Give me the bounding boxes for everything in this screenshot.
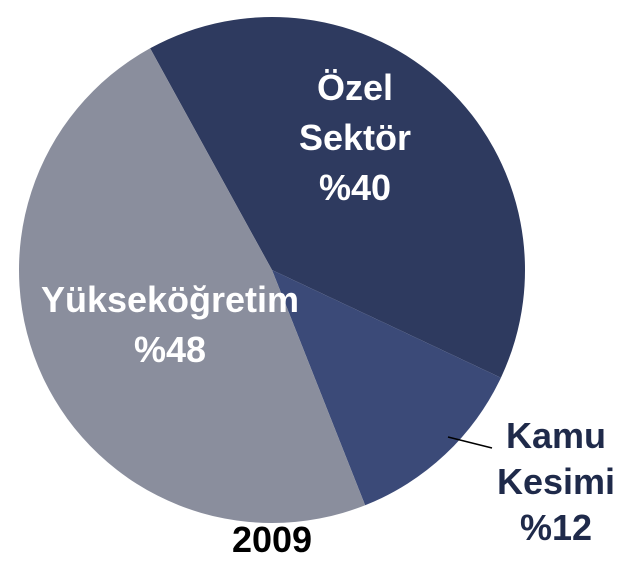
value-label: %48 xyxy=(133,329,207,370)
value-label: %40 xyxy=(318,167,392,208)
slice-label: Özel Sektör xyxy=(298,67,412,158)
chart-title: 2009 xyxy=(231,519,313,560)
leader-line xyxy=(447,436,493,449)
slice-label: Kamu Kesimi xyxy=(496,415,616,502)
pie-slice xyxy=(18,48,366,524)
slice-label: Yükseköğretim xyxy=(40,279,300,320)
pie-slice xyxy=(150,16,526,378)
pie-slice xyxy=(272,270,501,506)
value-label: %12 xyxy=(519,507,593,548)
